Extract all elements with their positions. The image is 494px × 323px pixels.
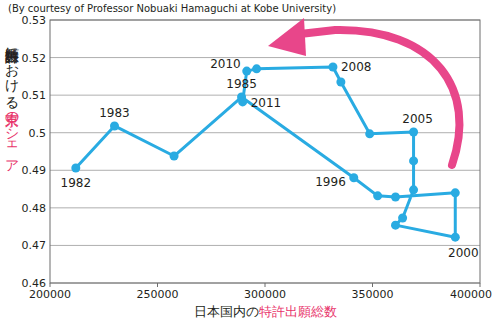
- data-point: [170, 152, 179, 161]
- y-axis-title-part: 特許出願数における: [4, 38, 20, 109]
- x-tick: [480, 283, 481, 287]
- data-point: [451, 233, 460, 242]
- point-label: 1982: [61, 176, 92, 190]
- y-tick-label: 0.53: [22, 14, 47, 27]
- x-tick-label: 250000: [137, 288, 179, 301]
- chart: (By courtesy of Professor Nobuaki Hamagu…: [0, 0, 494, 323]
- x-tick-label: 200000: [29, 288, 71, 301]
- data-point: [409, 156, 418, 165]
- grid-line: [50, 57, 480, 58]
- data-point: [238, 97, 247, 106]
- grid-line: [50, 170, 480, 171]
- y-tick-label: 0.47: [22, 239, 47, 252]
- data-point: [110, 121, 119, 130]
- point-label: 2005: [402, 112, 433, 126]
- point-label: 1996: [315, 175, 346, 189]
- data-point: [391, 192, 400, 201]
- point-label: 2008: [341, 60, 372, 74]
- data-point: [451, 188, 460, 197]
- y-tick-label: 0.49: [22, 164, 47, 177]
- data-point: [336, 77, 345, 86]
- x-tick: [372, 283, 373, 287]
- y-tick-label: 0.48: [22, 202, 47, 215]
- subtitle: (By courtesy of Professor Nobuaki Hamagu…: [8, 3, 336, 14]
- grid-line: [50, 245, 480, 246]
- grid-line: [50, 207, 480, 208]
- y-tick-label: 0.5: [29, 127, 47, 140]
- data-point: [349, 173, 358, 182]
- x-tick: [157, 283, 158, 287]
- x-axis-title-part: 特許出願総数: [259, 304, 337, 319]
- trend-arrow-head: [268, 18, 306, 56]
- point-label: 1985: [226, 77, 257, 91]
- data-point: [252, 64, 261, 73]
- x-tick-label: 350000: [352, 288, 394, 301]
- data-point: [373, 191, 382, 200]
- trend-arrow: [300, 30, 459, 165]
- data-point: [328, 62, 337, 71]
- x-axis-title-part: 日本国内の: [194, 304, 259, 319]
- y-tick-label: 0.51: [22, 89, 47, 102]
- data-line: [76, 67, 455, 237]
- data-point: [398, 214, 407, 223]
- x-tick-label: 400000: [450, 288, 492, 301]
- x-tick: [50, 283, 51, 287]
- data-point: [71, 164, 80, 173]
- data-point: [391, 221, 400, 230]
- y-axis-title-part: 東京のシェア: [4, 102, 20, 172]
- plot-frame: [50, 20, 480, 283]
- y-axis-title: 特許出願数における東京のシェア: [4, 38, 20, 172]
- point-label: 1983: [99, 106, 130, 120]
- point-label: 2010: [210, 57, 241, 71]
- data-point: [242, 67, 251, 76]
- x-axis-title: 日本国内の特許出願総数: [194, 304, 337, 319]
- data-point: [409, 185, 418, 194]
- point-label: 2000: [448, 246, 479, 260]
- plot-area: [71, 62, 459, 241]
- point-label: 2011: [251, 96, 282, 110]
- data-point: [365, 129, 374, 138]
- data-point: [409, 127, 418, 136]
- x-tick-label: 300000: [244, 288, 286, 301]
- y-tick-label: 0.52: [22, 52, 47, 65]
- x-tick: [265, 283, 266, 287]
